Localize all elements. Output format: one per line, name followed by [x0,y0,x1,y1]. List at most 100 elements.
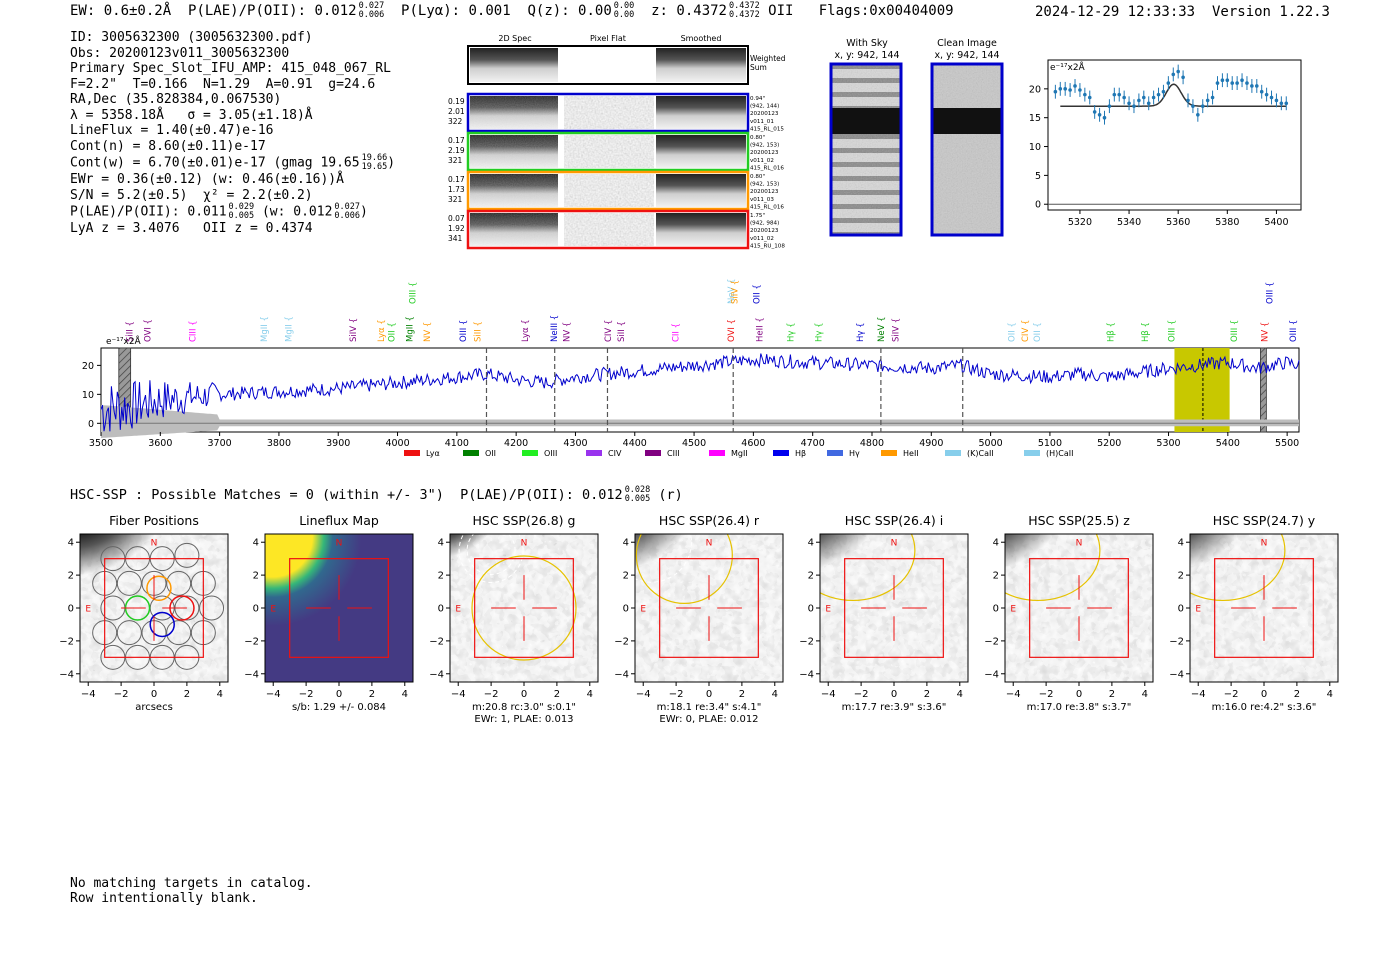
spectral-line-label: MgII { [405,316,415,342]
col-2d-label: 2D Spec [498,34,531,43]
weighted-smooth [656,48,746,82]
cutout-right-value: 0.80" [750,174,765,180]
fit-point [1210,95,1215,100]
spectral-line-label: OII { [752,284,762,304]
hsc-xtick-label: 0 [1261,689,1267,700]
spectral-line-label: Lyα { [377,319,387,342]
cutout-left-value: 0.17 [448,175,465,184]
hsc-ytick-label: −2 [984,636,999,647]
hsc-xtick-label: 2 [924,689,930,700]
spectral-line-label: NeV { [877,316,887,342]
hsc-ytick-label: 0 [1178,604,1184,615]
hsc-panel-r: HSC SSP(26.4) r N E −4 −4 −2 −2 0 0 2 2 4 4 m:18.1 re… [614,513,784,723]
hsc-ytick-label: −2 [614,636,629,647]
info-contw: Cont(w) = 6.70(±0.01)e-17 (gmag 19.65 19.… [70,154,395,172]
spectral-line-label: NeIII { [550,315,560,342]
cutout-right-value: 0.80" [750,135,765,141]
spectrum-chart: SiII {OVI {CIII {MgII {MgII {SiIV {Lyα {… [82,278,1300,458]
fit-ytick-label: 0 [1035,200,1041,211]
detection-info: ID: 3005632300 (3005632300.pdf) Obs: 202… [70,30,395,237]
hsc-xtick-label: 2 [1109,689,1115,700]
spectrum-dashed-markers [485,348,964,432]
hsc-ytick-label: 4 [623,538,629,549]
datetime: 2024-12-29 12:33:33 [1034,4,1196,20]
z-hi: 0.4372 [728,1,760,11]
fit-ytick-label: 5 [1035,171,1041,182]
legend-label: (K)CaII [967,449,994,458]
fit-ytick-label: 10 [1029,142,1041,153]
spectral-line-label: HeII { [755,317,765,342]
hsc-ytick-label: −2 [59,636,74,647]
spectral-line-label: OII { [1007,322,1017,342]
hsc-xtick-label: −4 [821,689,836,700]
fit-point [1087,95,1092,100]
aperture-ellipse [635,534,733,604]
hsc-title-text: HSC-SSP : Possible Matches = 0 (within +… [70,487,623,503]
spectral-line-label: SiII { [474,321,484,342]
hsc-ytick-label: 0 [623,604,629,615]
info-radec: RA,Dec (35.828384,0.067530) [70,92,282,107]
hsc-title-end: (r) [658,487,683,503]
hsc-xtick-label: −4 [81,689,96,700]
cutout-right-value: 415_RU_108 [750,243,785,249]
hsc-xtick-label: 4 [772,689,778,700]
hsc-ytick-label: 4 [1178,538,1184,549]
spectrum-bands [118,347,1267,433]
with-sky-title: With Sky [846,38,888,49]
cutout-right-value: 415_RL_015 [750,126,784,132]
spectrum-xtick-label: 3800 [267,438,291,449]
hsc-panel-y: HSC SSP(24.7) y N E −4 −4 −2 −2 0 0 2 2 4 4 m:16.0 re… [1169,513,1339,713]
spectrum-xtick-label: 5400 [1216,438,1240,449]
z-lo: 0.4372 [728,10,760,20]
cutout-left-value: 322 [448,117,463,126]
hsc-ytick-label: 0 [993,604,999,615]
cutout-row-border [466,209,750,250]
hsc-ytick-label: −4 [614,669,629,680]
contw-text: Cont(w) = 6.70(±0.01)e-17 (gmag 19.65 [70,155,360,171]
spectral-line-label: OVI { [727,319,737,342]
hsc-panel-sub2: EWr: 1, PLAE: 0.013 [474,714,573,723]
cutout-left-value: 2.01 [448,107,465,116]
qz-value: Q(z): 0.00 [527,3,612,19]
spectrum-ytick-label: 20 [82,361,94,372]
hsc-ytick-label: −2 [799,636,814,647]
legend-label: CIII [667,449,680,458]
fit-point [1166,81,1171,85]
hsc-xtick-label: 4 [1327,689,1333,700]
spectrum-unit-label: e⁻¹⁷x2Å [106,335,142,347]
cutout-right-value: 20200123 [750,189,779,195]
fit-unit-label: e⁻¹⁷x2Å [1050,61,1086,73]
plae-info-lo: 0.005 [228,211,255,221]
legend-swatch [945,450,961,456]
spectrum-noise [101,405,1299,438]
fit-point [1117,92,1122,97]
fit-point [1225,78,1230,82]
fit-point [1058,87,1063,91]
cutout-2d-noise [470,96,558,129]
spectral-line-label: CIII { [188,320,198,342]
spectrum-ticks: 3500 3600 3700 3800 3900 4000 4100 4200 4300 4400… [82,361,1299,449]
spectral-line-label: CII { [672,323,682,342]
legend-swatch [404,450,420,456]
spectral-line-label: OIII { [1167,320,1177,342]
cutout-flat [564,174,654,207]
clean-title: Clean Image [937,38,997,49]
footer-line2: Row intentionally blank. [70,891,258,906]
info-ewr: EWr = 0.36(±0.12) (w: 0.46(±0.16))Å [70,172,344,187]
hsc-ytick-label: 4 [253,538,259,549]
spectrum-series [100,353,1300,432]
cutout-left-value: 0.19 [448,97,465,106]
cutout-left-value: 0.17 [448,136,465,145]
fit-axes [1047,59,1302,211]
spectral-line-label: OIII { [1265,282,1275,304]
spectrum-xtick-label: 4700 [801,438,825,449]
fit-point [1284,101,1289,106]
spectral-line-label: OIII { [1230,320,1240,342]
hsc-panel-sub1: m:18.1 re:3.4" s:4.1" [657,702,762,713]
hsc-panel-sub1: m:20.8 rc:3.0" s:0.1" [472,702,576,713]
plae-w-hi: 0.027 [334,202,361,212]
hsc-panels: Fiber Positions N E −4 −4 −2 −2 0 0 2 2 4 4 arcsecs Li… [59,513,1339,723]
spectral-line-label: OIII { [408,282,418,304]
